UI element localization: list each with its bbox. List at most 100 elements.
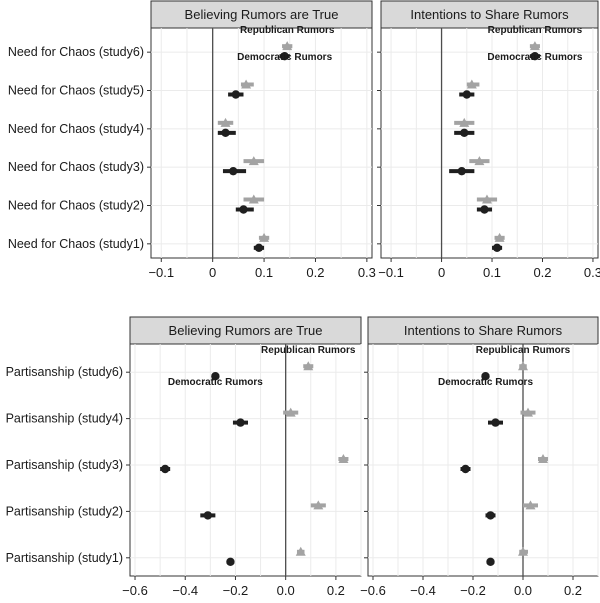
- x-tick-label: 0.2: [327, 583, 345, 598]
- x-tick-label: 0.2: [306, 265, 324, 280]
- democratic-point: [221, 128, 230, 138]
- panel-top-right: Intentions to Share Rumors −0.1 0 0.1 0.2 0.3…: [377, 0, 600, 280]
- republican-point: [523, 407, 533, 417]
- annotation-democratic: Democratic Rumors: [438, 377, 533, 388]
- republican-point: [459, 117, 470, 127]
- democratic-point: [239, 205, 248, 214]
- annotation-democratic: Democratic Rumors: [168, 377, 263, 388]
- annotation-democratic: Democratic Rumors: [237, 52, 332, 63]
- annotation-republican: Republican Rumors: [240, 25, 335, 36]
- panel-strip: [367, 316, 599, 345]
- plot-area: [367, 343, 599, 577]
- x-tick-label: 0.1: [483, 265, 501, 280]
- democratic-point: [491, 418, 500, 427]
- x-tick-label: 0.0: [514, 583, 532, 598]
- y-category-label: Partisanship (study2): [6, 504, 123, 518]
- x-tick-label: −0.1: [148, 265, 174, 280]
- annotation-democratic: Democratic Rumors: [487, 52, 582, 63]
- democratic-point: [160, 464, 170, 474]
- democratic-point: [203, 511, 213, 520]
- republican-point: [295, 546, 306, 556]
- panel-bottom-left: Believing Rumors are True −0.6 −0.4 −0.2 0.0…: [6, 316, 362, 598]
- republican-point: [518, 546, 528, 556]
- republican-point: [466, 79, 477, 89]
- x-tick-label: −0.6: [122, 583, 148, 598]
- democratic-point: [231, 90, 241, 99]
- x-tick-label: 0: [438, 265, 445, 280]
- y-category-label: Need for Chaos (study4): [8, 122, 144, 136]
- republican-point: [248, 156, 259, 166]
- democratic-point: [236, 418, 245, 427]
- republican-point: [518, 361, 528, 371]
- y-category-label: Partisanship (study1): [6, 551, 123, 565]
- y-category-label: Partisanship (study6): [6, 365, 123, 379]
- panel-strip: [150, 0, 373, 29]
- panel-strip: [129, 316, 362, 345]
- x-tick-label: −0.2: [223, 583, 249, 598]
- x-tick-label: −0.4: [172, 583, 198, 598]
- y-category-label: Need for Chaos (study1): [8, 237, 144, 251]
- x-tick-label: 0.0: [277, 583, 295, 598]
- republican-point: [259, 232, 270, 242]
- republican-point: [285, 407, 296, 417]
- x-tick-label: 0.1: [255, 265, 273, 280]
- democratic-point: [480, 205, 489, 214]
- panel-strip: [380, 0, 599, 29]
- x-tick-label: 0: [209, 265, 216, 280]
- x-tick-label: −0.6: [360, 583, 386, 598]
- democratic-point: [462, 90, 471, 99]
- panel-title: Intentions to Share Rumors: [404, 323, 563, 338]
- x-tick-label: 0.3: [584, 265, 600, 280]
- republican-point: [538, 454, 548, 463]
- republican-point: [474, 156, 485, 166]
- y-category-label: Need for Chaos (study2): [8, 199, 144, 213]
- annotation-republican: Republican Rumors: [476, 345, 571, 356]
- panel-bottom-right: Intentions to Share Rumors −0.6 −0.4 −0.2 0.…: [360, 316, 599, 598]
- democratic-point: [280, 51, 289, 61]
- democratic-point: [226, 557, 235, 566]
- republican-point: [248, 194, 259, 204]
- republican-point: [220, 117, 231, 127]
- panel-title: Believing Rumors are True: [185, 7, 339, 22]
- democratic-point: [486, 511, 495, 520]
- republican-point: [282, 41, 293, 51]
- y-category-label: Partisanship (study3): [6, 458, 123, 472]
- panel-top-left: Believing Rumors are True −0.1 0 0.1 0.2 0.3 N…: [8, 0, 376, 280]
- plot-area: [129, 343, 362, 577]
- republican-point: [241, 79, 252, 89]
- annotation-republican: Republican Rumors: [261, 345, 356, 356]
- republican-point: [481, 194, 492, 204]
- x-tick-label: −0.1: [378, 265, 404, 280]
- panel-title: Believing Rumors are True: [169, 323, 323, 338]
- democratic-point: [460, 128, 469, 138]
- panel-title: Intentions to Share Rumors: [410, 7, 569, 22]
- x-tick-label: −0.2: [460, 583, 486, 598]
- x-tick-label: 0.2: [533, 265, 551, 280]
- y-category-label: Need for Chaos (study3): [8, 160, 144, 174]
- democratic-point: [481, 372, 490, 381]
- plot-area: [150, 27, 373, 259]
- x-tick-label: −0.4: [410, 583, 436, 598]
- republican-point: [494, 232, 505, 242]
- democratic-point: [486, 557, 495, 566]
- democratic-point: [492, 243, 502, 253]
- y-category-label: Need for Chaos (study6): [8, 45, 144, 59]
- republican-point: [313, 500, 324, 510]
- republican-point: [303, 361, 314, 371]
- democratic-point: [530, 51, 540, 61]
- democratic-point: [461, 464, 470, 474]
- democratic-point: [211, 372, 220, 381]
- democratic-point: [229, 166, 238, 176]
- democratic-point: [254, 243, 264, 253]
- x-tick-label: 0.2: [564, 583, 582, 598]
- republican-point: [525, 500, 536, 510]
- y-category-label: Need for Chaos (study5): [8, 84, 144, 98]
- plot-area: [380, 27, 599, 259]
- republican-point: [338, 454, 349, 463]
- y-category-label: Partisanship (study4): [6, 412, 123, 426]
- x-tick-label: 0.3: [358, 265, 376, 280]
- republican-point: [529, 41, 540, 51]
- democratic-point: [457, 166, 466, 176]
- annotation-republican: Republican Rumors: [488, 25, 583, 36]
